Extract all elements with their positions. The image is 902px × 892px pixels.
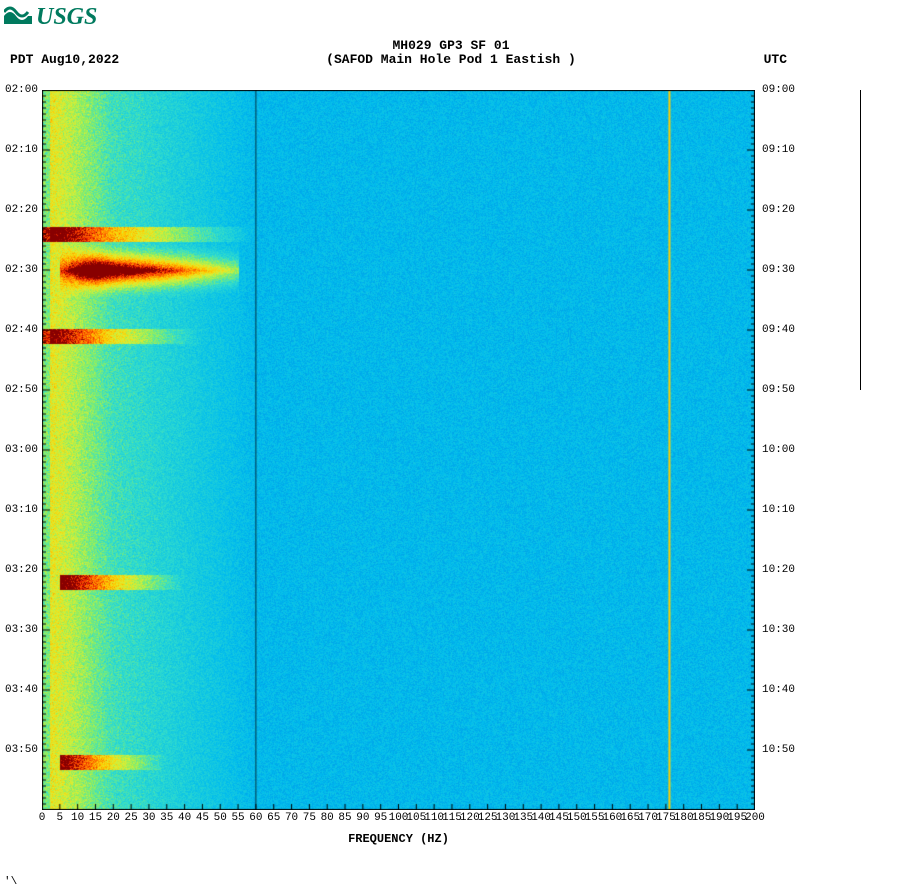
x-tick-label: 105 bbox=[406, 812, 426, 824]
x-tick-label: 5 bbox=[57, 812, 64, 824]
y-left-tick-label: 02:40 bbox=[5, 324, 38, 336]
x-tick-label: 115 bbox=[442, 812, 462, 824]
spectrogram-plot bbox=[42, 90, 755, 810]
x-tick-label: 25 bbox=[125, 812, 138, 824]
y-right-tick-label: 09:40 bbox=[762, 324, 795, 336]
x-tick-label: 15 bbox=[89, 812, 102, 824]
corner-mark: '\ bbox=[4, 876, 17, 888]
x-tick-label: 65 bbox=[267, 812, 280, 824]
side-scale-bar bbox=[860, 90, 861, 390]
y-right-tick-label: 09:00 bbox=[762, 84, 795, 96]
x-tick-label: 200 bbox=[745, 812, 765, 824]
x-tick-label: 180 bbox=[674, 812, 694, 824]
x-tick-label: 40 bbox=[178, 812, 191, 824]
x-tick-label: 130 bbox=[496, 812, 516, 824]
x-tick-label: 190 bbox=[709, 812, 729, 824]
x-tick-label: 10 bbox=[71, 812, 84, 824]
y-axis-left: 02:0002:1002:2002:3002:4002:5003:0003:10… bbox=[0, 90, 40, 810]
plot-title: MH029 GP3 SF 01 bbox=[0, 38, 902, 53]
x-tick-label: 145 bbox=[549, 812, 569, 824]
y-left-tick-label: 02:20 bbox=[5, 204, 38, 216]
y-right-tick-label: 10:10 bbox=[762, 504, 795, 516]
y-left-tick-label: 03:10 bbox=[5, 504, 38, 516]
y-right-tick-label: 09:30 bbox=[762, 264, 795, 276]
y-left-tick-label: 02:50 bbox=[5, 384, 38, 396]
y-left-tick-label: 03:00 bbox=[5, 444, 38, 456]
x-axis-label: FREQUENCY (HZ) bbox=[42, 832, 755, 846]
y-right-tick-label: 09:10 bbox=[762, 144, 795, 156]
x-tick-label: 170 bbox=[638, 812, 658, 824]
y-left-tick-label: 02:30 bbox=[5, 264, 38, 276]
x-tick-label: 135 bbox=[513, 812, 533, 824]
page-root: USGS MH029 GP3 SF 01 (SAFOD Main Hole Po… bbox=[0, 0, 902, 892]
x-tick-label: 55 bbox=[231, 812, 244, 824]
y-right-tick-label: 10:40 bbox=[762, 684, 795, 696]
x-tick-label: 90 bbox=[356, 812, 369, 824]
y-right-tick-label: 09:50 bbox=[762, 384, 795, 396]
logo-text: USGS bbox=[36, 4, 97, 31]
y-left-tick-label: 03:30 bbox=[5, 624, 38, 636]
x-tick-label: 195 bbox=[727, 812, 747, 824]
y-right-tick-label: 10:50 bbox=[762, 744, 795, 756]
y-right-tick-label: 10:00 bbox=[762, 444, 795, 456]
x-tick-label: 95 bbox=[374, 812, 387, 824]
x-tick-label: 60 bbox=[249, 812, 262, 824]
y-left-tick-label: 03:20 bbox=[5, 564, 38, 576]
y-right-tick-label: 10:20 bbox=[762, 564, 795, 576]
x-tick-label: 140 bbox=[531, 812, 551, 824]
right-tz-label: UTC bbox=[764, 52, 787, 67]
x-tick-label: 155 bbox=[585, 812, 605, 824]
x-tick-label: 85 bbox=[338, 812, 351, 824]
y-left-tick-label: 02:10 bbox=[5, 144, 38, 156]
x-axis-ticks: 05 10 15 20 25 30 35 40 45 50 55 60 65 70 75 80 85 90 95 10… bbox=[42, 812, 755, 832]
x-tick-label: 50 bbox=[214, 812, 227, 824]
x-tick-label: 70 bbox=[285, 812, 298, 824]
x-tick-label: 160 bbox=[602, 812, 622, 824]
x-tick-label: 75 bbox=[303, 812, 316, 824]
y-left-tick-label: 02:00 bbox=[5, 84, 38, 96]
x-tick-label: 165 bbox=[620, 812, 640, 824]
x-tick-label: 35 bbox=[160, 812, 173, 824]
x-tick-label: 185 bbox=[692, 812, 712, 824]
y-left-tick-label: 03:40 bbox=[5, 684, 38, 696]
spectrogram-canvas bbox=[42, 90, 755, 810]
x-tick-label: 45 bbox=[196, 812, 209, 824]
y-right-tick-label: 10:30 bbox=[762, 624, 795, 636]
x-tick-label: 80 bbox=[321, 812, 334, 824]
y-axis-right: 09:0009:1009:2009:3009:4009:5010:0010:10… bbox=[760, 90, 804, 810]
x-tick-label: 30 bbox=[142, 812, 155, 824]
left-tz-label: PDT Aug10,2022 bbox=[10, 52, 119, 67]
x-tick-label: 20 bbox=[107, 812, 120, 824]
wave-icon bbox=[4, 4, 32, 31]
y-right-tick-label: 09:20 bbox=[762, 204, 795, 216]
usgs-logo: USGS bbox=[4, 4, 97, 31]
x-tick-label: 0 bbox=[39, 812, 46, 824]
x-tick-label: 120 bbox=[460, 812, 480, 824]
y-left-tick-label: 03:50 bbox=[5, 744, 38, 756]
x-tick-label: 110 bbox=[424, 812, 444, 824]
